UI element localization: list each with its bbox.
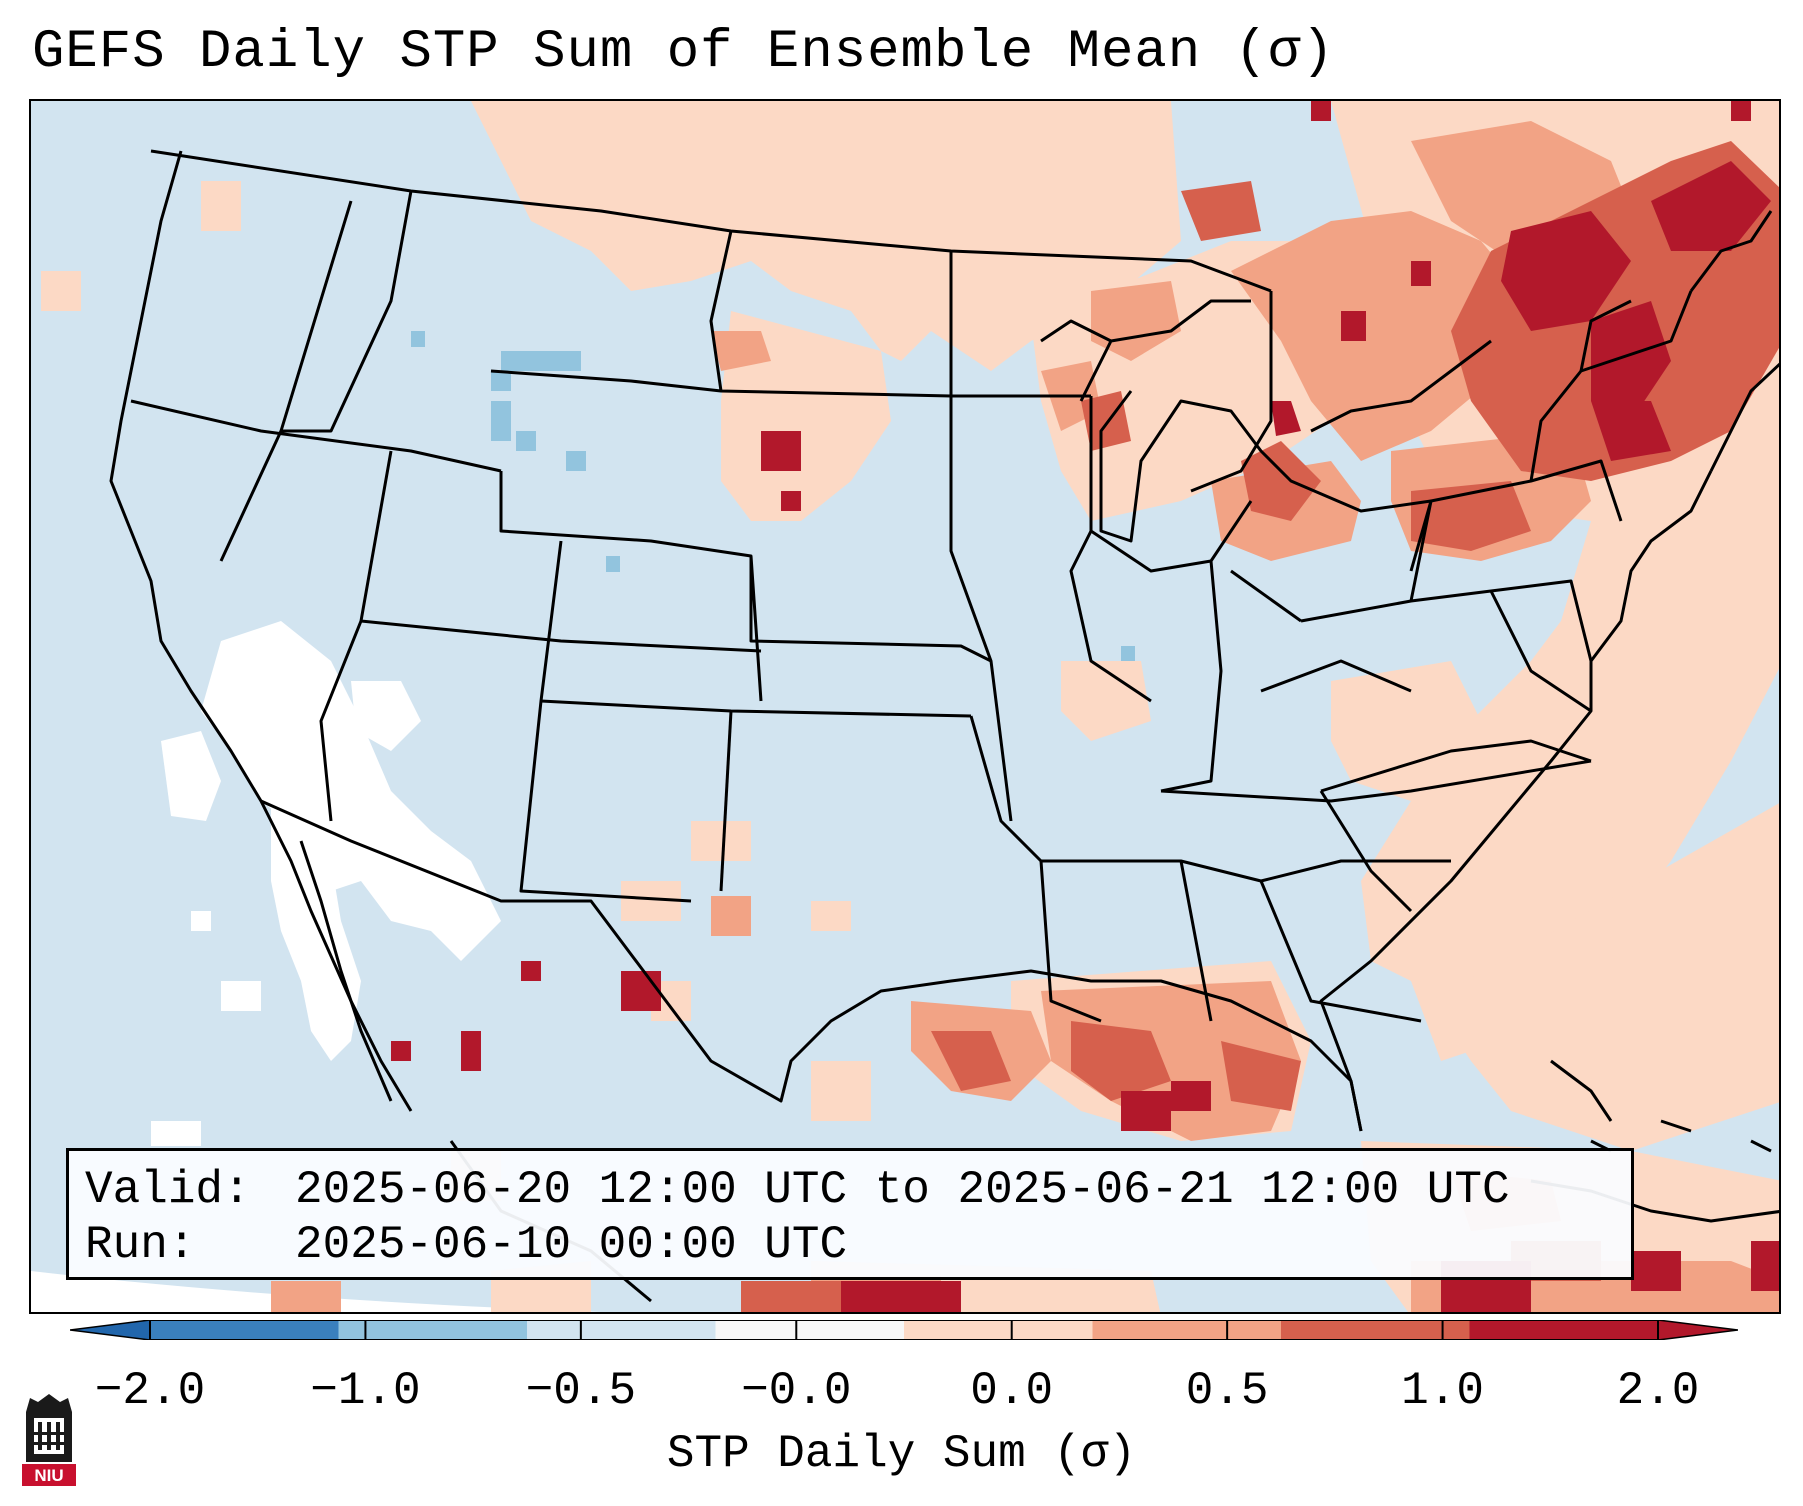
colorbar-outline	[149, 1320, 1659, 1340]
colorbar-tick-label: 0.5	[1185, 1365, 1269, 1417]
run-time: 2025-06-10 00:00 UTC	[295, 1219, 848, 1271]
colorbar-segment	[338, 1320, 528, 1340]
valid-time: 2025-06-20 12:00 UTC to 2025-06-21 12:00…	[295, 1164, 1510, 1216]
colorbar-label: STP Daily Sum (σ)	[666, 1428, 1137, 1480]
colorbar-segment	[150, 1320, 339, 1340]
coastlines	[109, 150, 1779, 1303]
colorbar-tick-label: −1.0	[310, 1365, 421, 1417]
colorbar-extend-low	[70, 1320, 151, 1340]
colorbar-tick-label: 2.0	[1616, 1365, 1700, 1417]
valid-label: Valid:	[85, 1164, 251, 1216]
map-panel[interactable]	[29, 99, 1781, 1314]
negative-anomaly-cells	[411, 331, 1135, 662]
dark-red-shading	[391, 101, 1779, 1312]
stp-map	[31, 101, 1779, 1312]
run-label: Run:	[85, 1219, 196, 1271]
colorbar-segment	[1469, 1320, 1659, 1340]
run-line: Run: 2025-06-10 00:00 UTC	[85, 1218, 1617, 1273]
niu-logo: NIU	[22, 1394, 76, 1486]
logo-text: NIU	[34, 1466, 63, 1485]
colorbar-segments	[149, 1320, 1659, 1340]
colorbar-segment	[527, 1320, 716, 1340]
colorbar-segment	[1281, 1320, 1470, 1340]
colorbar-tick-label: −0.5	[525, 1365, 637, 1417]
white-shading-southwest	[151, 621, 501, 1146]
colorbar-segment	[715, 1320, 905, 1340]
colorbar-tick-label: 1.0	[1401, 1365, 1484, 1417]
valid-line: Valid: 2025-06-20 12:00 UTC to 2025-06-21…	[85, 1163, 1617, 1218]
colorbar-tick-label: −2.0	[94, 1365, 206, 1417]
colorbar-tick-label: 0.0	[970, 1365, 1054, 1417]
valid-run-info-box: Valid: 2025-06-20 12:00 UTC to 2025-06-21…	[66, 1148, 1634, 1280]
colorbar-tick-label: −0.0	[741, 1365, 852, 1417]
colorbar	[70, 1320, 1738, 1340]
state-boundaries	[130, 149, 1693, 1023]
colorbar-segment	[904, 1320, 1093, 1340]
projection-edge	[31, 1271, 602, 1312]
map-title: GEFS Daily STP Sum of Ensemble Mean (σ)	[32, 22, 1335, 83]
colorbar-extend-high	[1657, 1320, 1738, 1340]
colorbar-segment	[1092, 1320, 1282, 1340]
